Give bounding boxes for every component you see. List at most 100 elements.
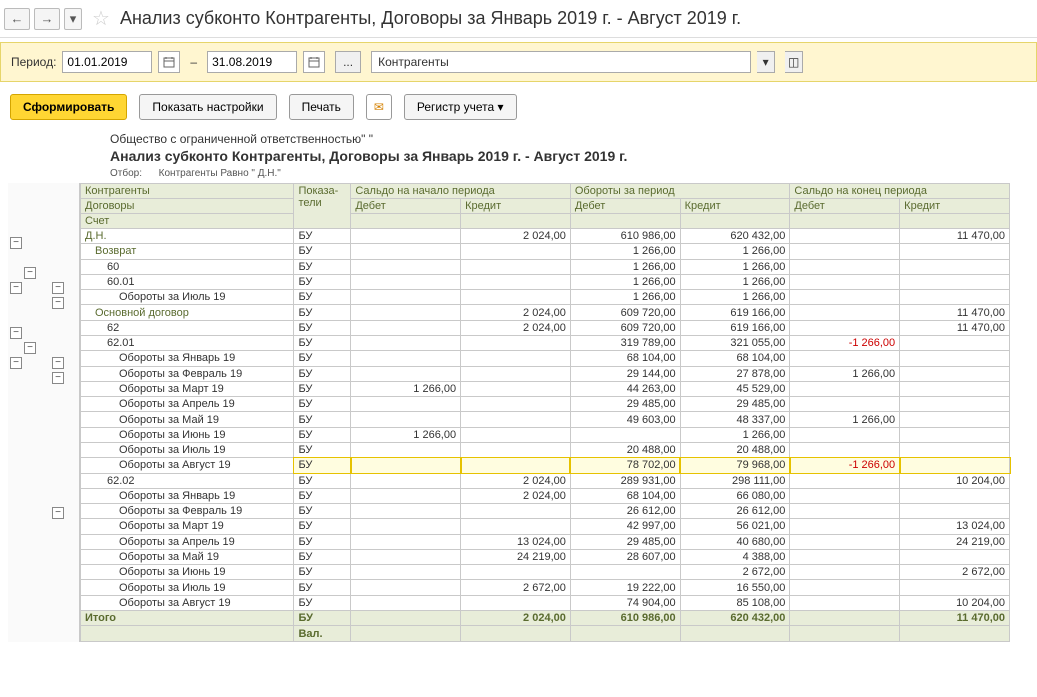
action-bar: Сформировать Показать настройки Печать ✉… bbox=[0, 86, 1037, 128]
table-row[interactable]: Обороты за Февраль 19БУ29 144,0027 878,0… bbox=[81, 366, 1010, 381]
register-button[interactable]: Регистр учета ▾ bbox=[404, 94, 517, 120]
table-row[interactable]: Обороты за Май 19БУ24 219,0028 607,004 3… bbox=[81, 549, 1010, 564]
cell-c0 bbox=[461, 626, 571, 642]
table-row[interactable]: Обороты за Май 19БУ49 603,0048 337,001 2… bbox=[81, 412, 1010, 427]
form-button[interactable]: Сформировать bbox=[10, 94, 127, 120]
cell-d1: 1 266,00 bbox=[790, 412, 900, 427]
cell-dt: 78 702,00 bbox=[570, 458, 680, 473]
tree-collapse-button[interactable]: − bbox=[10, 282, 22, 294]
cell-dt: 609 720,00 bbox=[570, 320, 680, 335]
cell-d1 bbox=[790, 549, 900, 564]
cell-kt: 20 488,00 bbox=[680, 442, 790, 457]
table-row[interactable]: Обороты за Апрель 19БУ13 024,0029 485,00… bbox=[81, 534, 1010, 549]
table-row[interactable]: Обороты за Июль 19БУ1 266,001 266,00 bbox=[81, 290, 1010, 305]
cell-c0: 2 024,00 bbox=[461, 229, 571, 244]
filter-bar: Период: – ... Контрагенты ▾ ◫ bbox=[0, 42, 1037, 82]
filter-value: Контрагенты Равно " Д.Н." bbox=[159, 168, 281, 179]
table-row[interactable]: Обороты за Январь 19БУ2 024,0068 104,006… bbox=[81, 488, 1010, 503]
cell-name bbox=[81, 626, 294, 642]
table-row[interactable]: Обороты за Март 19БУ1 266,0044 263,0045 … bbox=[81, 381, 1010, 396]
table-row[interactable]: 62.01БУ319 789,00321 055,00-1 266,00 bbox=[81, 335, 1010, 350]
tree-collapse-button[interactable]: − bbox=[24, 267, 36, 279]
tree-collapse-button[interactable]: − bbox=[52, 372, 64, 384]
cell-dt: 1 266,00 bbox=[570, 244, 680, 259]
table-row[interactable]: Д.Н.БУ2 024,00610 986,00620 432,0011 470… bbox=[81, 229, 1010, 244]
cell-d0 bbox=[351, 229, 461, 244]
table-row[interactable]: 60.01БУ1 266,001 266,00 bbox=[81, 274, 1010, 289]
cell-c0 bbox=[461, 366, 571, 381]
cell-dt: 26 612,00 bbox=[570, 504, 680, 519]
tree-collapse-button[interactable]: − bbox=[10, 357, 22, 369]
cell-d0 bbox=[351, 397, 461, 412]
table-row[interactable]: Обороты за Март 19БУ42 997,0056 021,0013… bbox=[81, 519, 1010, 534]
cell-ind: БУ bbox=[294, 274, 351, 289]
header-col1-r2: Договоры bbox=[81, 199, 294, 214]
table-row[interactable]: 62БУ2 024,00609 720,00619 166,0011 470,0… bbox=[81, 320, 1010, 335]
calendar-to-button[interactable] bbox=[303, 51, 325, 73]
subkonto-open-icon[interactable]: ◫ bbox=[785, 51, 803, 73]
table-row[interactable]: Основной договорБУ2 024,00609 720,00619 … bbox=[81, 305, 1010, 320]
cell-dt: 68 104,00 bbox=[570, 351, 680, 366]
nav-back-button[interactable]: ← bbox=[4, 8, 30, 30]
table-row[interactable]: Обороты за Июль 19БУ20 488,0020 488,00 bbox=[81, 442, 1010, 457]
cell-d0: 1 266,00 bbox=[351, 381, 461, 396]
table-row[interactable]: Обороты за Июнь 19БУ1 266,001 266,00 bbox=[81, 427, 1010, 442]
table-row[interactable]: Обороты за Июнь 19БУ2 672,002 672,00 bbox=[81, 565, 1010, 580]
table-row[interactable]: Обороты за Август 19БУ78 702,0079 968,00… bbox=[81, 458, 1010, 473]
cell-ind: БУ bbox=[294, 412, 351, 427]
cell-ind: БУ bbox=[294, 473, 351, 488]
favorite-star-icon[interactable]: ☆ bbox=[92, 6, 110, 31]
period-ellipsis-button[interactable]: ... bbox=[335, 51, 361, 73]
subkonto-select[interactable]: Контрагенты bbox=[371, 51, 751, 73]
cell-kt: 1 266,00 bbox=[680, 290, 790, 305]
table-row[interactable]: 60БУ1 266,001 266,00 bbox=[81, 259, 1010, 274]
cell-d1 bbox=[790, 274, 900, 289]
cell-c0 bbox=[461, 595, 571, 610]
cell-kt: 68 104,00 bbox=[680, 351, 790, 366]
tree-collapse-button[interactable]: − bbox=[10, 237, 22, 249]
header-debit3: Дебет bbox=[790, 199, 900, 214]
cell-d0 bbox=[351, 626, 461, 642]
date-from-input[interactable] bbox=[62, 51, 152, 73]
table-row[interactable]: Обороты за Январь 19БУ68 104,0068 104,00 bbox=[81, 351, 1010, 366]
cell-c0 bbox=[461, 504, 571, 519]
cell-kt: 1 266,00 bbox=[680, 244, 790, 259]
table-row[interactable]: Обороты за Апрель 19БУ29 485,0029 485,00 bbox=[81, 397, 1010, 412]
cell-kt: 1 266,00 bbox=[680, 259, 790, 274]
subkonto-dropdown-icon[interactable]: ▾ bbox=[757, 51, 775, 73]
cell-c1: 11 470,00 bbox=[900, 229, 1010, 244]
show-settings-button[interactable]: Показать настройки bbox=[139, 94, 276, 120]
table-row[interactable]: Обороты за Август 19БУ74 904,0085 108,00… bbox=[81, 595, 1010, 610]
tree-collapse-button[interactable]: − bbox=[52, 507, 64, 519]
cell-c1 bbox=[900, 442, 1010, 457]
table-row[interactable]: Обороты за Февраль 19БУ26 612,0026 612,0… bbox=[81, 504, 1010, 519]
tree-collapse-button[interactable]: − bbox=[10, 327, 22, 339]
tree-collapse-button[interactable]: − bbox=[52, 297, 64, 309]
cell-name: 62 bbox=[81, 320, 294, 335]
table-row[interactable]: 62.02БУ2 024,00289 931,00298 111,0010 20… bbox=[81, 473, 1010, 488]
cell-d0 bbox=[351, 320, 461, 335]
tree-collapse-button[interactable]: − bbox=[52, 282, 64, 294]
cell-d0 bbox=[351, 580, 461, 595]
date-to-input[interactable] bbox=[207, 51, 297, 73]
cell-d0 bbox=[351, 290, 461, 305]
table-row[interactable]: ВозвратБУ1 266,001 266,00 bbox=[81, 244, 1010, 259]
cell-kt: 1 266,00 bbox=[680, 427, 790, 442]
print-button[interactable]: Печать bbox=[289, 94, 354, 120]
period-label: Период: bbox=[11, 55, 56, 69]
cell-ind: БУ bbox=[294, 595, 351, 610]
tree-collapse-button[interactable]: − bbox=[52, 357, 64, 369]
nav-forward-button[interactable]: → bbox=[34, 8, 60, 30]
tree-collapse-button[interactable]: − bbox=[24, 342, 36, 354]
calendar-from-button[interactable] bbox=[158, 51, 180, 73]
dash-separator: – bbox=[190, 55, 197, 69]
cell-d0 bbox=[351, 488, 461, 503]
cell-c0 bbox=[461, 290, 571, 305]
mail-icon[interactable]: ✉ bbox=[366, 94, 392, 120]
cell-name: Д.Н. bbox=[81, 229, 294, 244]
table-row[interactable]: Обороты за Июль 19БУ2 672,0019 222,0016 … bbox=[81, 580, 1010, 595]
cell-name: Обороты за Май 19 bbox=[81, 549, 294, 564]
cell-d1 bbox=[790, 259, 900, 274]
nav-dropdown-button[interactable]: ▾ bbox=[64, 8, 82, 30]
header-group2: Обороты за период bbox=[570, 184, 790, 199]
